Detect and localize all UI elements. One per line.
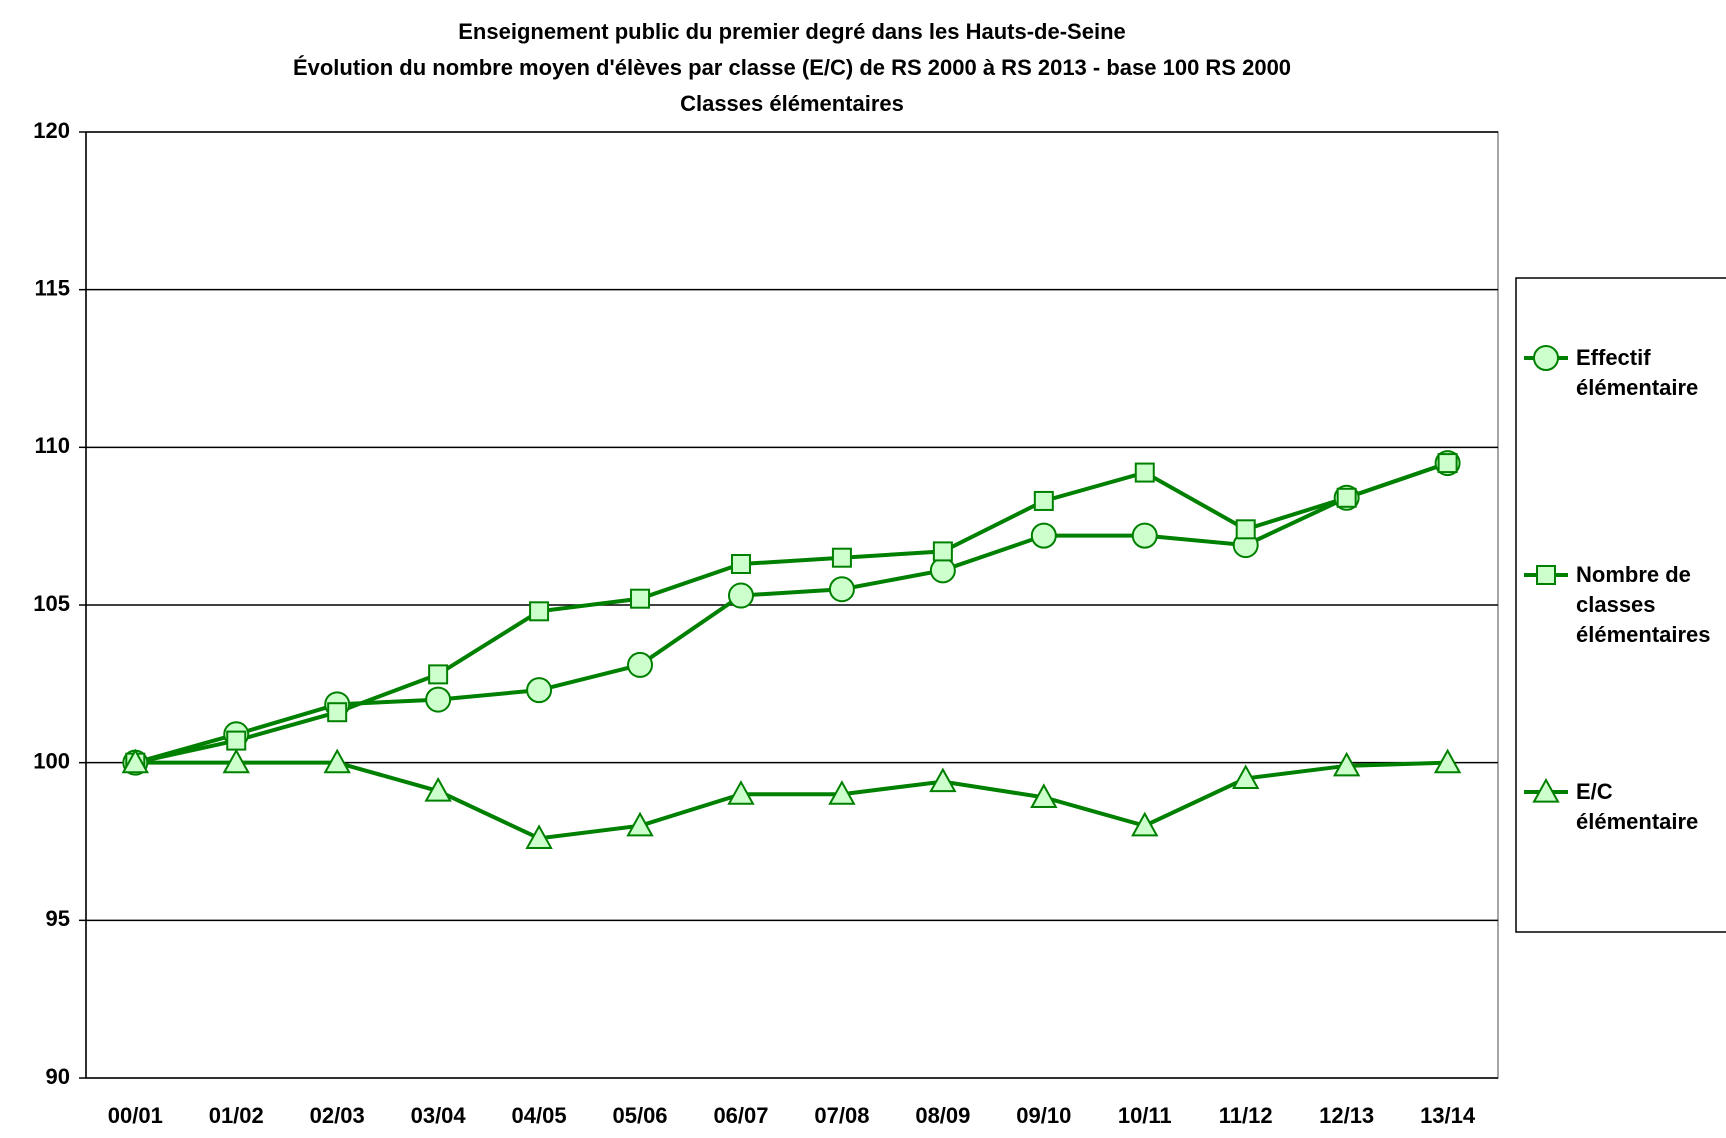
point bbox=[1033, 490, 1054, 511]
point bbox=[630, 588, 651, 609]
x-tick-label: 01/02 bbox=[209, 1103, 264, 1128]
point bbox=[831, 547, 852, 568]
x-tick-label: 13/14 bbox=[1420, 1103, 1476, 1128]
chart-title: Enseignement public du premier degré dan… bbox=[458, 19, 1126, 44]
x-tick-label: 11/12 bbox=[1219, 1103, 1273, 1128]
legend-marker bbox=[1533, 345, 1559, 371]
x-tick-label: 08/09 bbox=[915, 1103, 970, 1128]
legend-label: Effectif élémentaire bbox=[1576, 345, 1699, 400]
point bbox=[828, 576, 855, 603]
point bbox=[1235, 519, 1256, 540]
x-tick-label: 02/03 bbox=[310, 1103, 365, 1128]
x-tick-label: 00/01 bbox=[108, 1103, 163, 1128]
legend-label-box: Effectif élémentaire bbox=[1576, 345, 1699, 400]
legend-box bbox=[1515, 277, 1726, 933]
point bbox=[1437, 453, 1458, 474]
x-tick-label: 05/06 bbox=[612, 1103, 667, 1128]
point bbox=[428, 664, 449, 685]
point bbox=[1336, 487, 1357, 508]
series-line bbox=[134, 461, 1449, 765]
point bbox=[323, 748, 351, 774]
legend-label-box: Nombre de classes élémentaires bbox=[1576, 562, 1711, 647]
point bbox=[727, 780, 755, 805]
x-tick-label: 07/08 bbox=[814, 1103, 869, 1128]
point bbox=[121, 748, 149, 774]
legend-label-box: E/C élémentaire bbox=[1576, 779, 1699, 834]
y-tick-label: 90 bbox=[46, 1064, 70, 1089]
point bbox=[929, 557, 956, 584]
point bbox=[327, 702, 348, 723]
point bbox=[1030, 522, 1057, 549]
chart-title: Classes élémentaires bbox=[680, 91, 904, 116]
point bbox=[1131, 522, 1158, 549]
legend-marker bbox=[1532, 777, 1560, 803]
point bbox=[1433, 748, 1462, 774]
point bbox=[424, 776, 452, 802]
y-tick-label: 100 bbox=[33, 748, 70, 773]
y-tick-label: 105 bbox=[33, 591, 70, 616]
point bbox=[1131, 811, 1159, 837]
point bbox=[529, 601, 550, 622]
x-tick-label: 12/13 bbox=[1319, 1103, 1374, 1128]
point bbox=[226, 730, 247, 751]
y-tick-label: 95 bbox=[46, 906, 70, 931]
point bbox=[1134, 462, 1155, 483]
point bbox=[730, 554, 751, 575]
x-tick-label: 06/07 bbox=[713, 1103, 768, 1128]
series-line bbox=[135, 760, 1448, 841]
point bbox=[1030, 783, 1058, 808]
point bbox=[929, 767, 957, 793]
x-tick-label: 03/04 bbox=[411, 1103, 467, 1128]
y-tick-label: 110 bbox=[35, 433, 71, 458]
y-tick-label: 120 bbox=[33, 118, 70, 143]
legend-label: Nombre de classes élémentaires bbox=[1576, 562, 1711, 647]
legend-marker bbox=[1536, 565, 1556, 585]
x-tick-label: 09/10 bbox=[1016, 1103, 1071, 1128]
point bbox=[525, 824, 553, 849]
series-line bbox=[134, 461, 1449, 765]
x-tick-label: 04/05 bbox=[512, 1103, 567, 1128]
point bbox=[526, 677, 553, 704]
point bbox=[932, 541, 953, 562]
point bbox=[828, 780, 856, 805]
x-tick-label: 10/11 bbox=[1118, 1103, 1172, 1128]
point bbox=[425, 686, 452, 713]
point bbox=[1332, 751, 1361, 777]
point bbox=[1232, 764, 1260, 790]
point bbox=[222, 748, 250, 774]
point bbox=[727, 582, 754, 609]
legend-label: E/C élémentaire bbox=[1576, 779, 1699, 834]
chart-title: Évolution du nombre moyen d'élèves par c… bbox=[293, 55, 1291, 80]
y-tick-label: 115 bbox=[35, 275, 71, 300]
point bbox=[626, 811, 654, 837]
point bbox=[627, 651, 654, 678]
